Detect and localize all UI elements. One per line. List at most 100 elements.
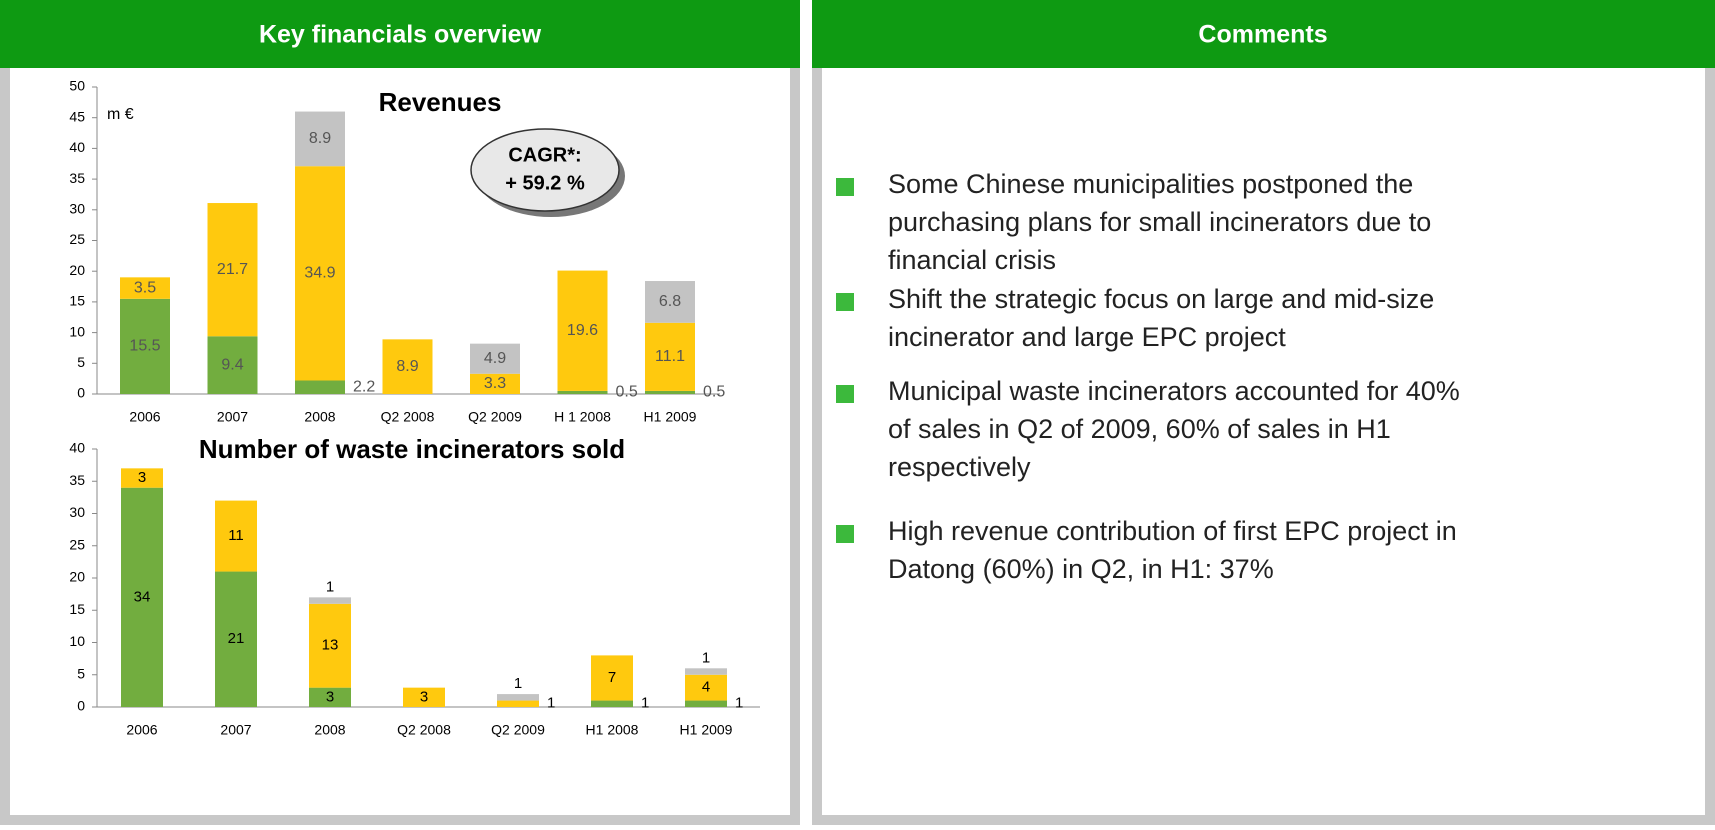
x-tick-label: 2006 xyxy=(126,722,157,738)
data-label: 0.5 xyxy=(616,384,638,401)
bar-segment xyxy=(645,322,695,391)
data-label: 21.7 xyxy=(217,261,248,278)
y-tick-label: 0 xyxy=(77,385,85,401)
bar-segment xyxy=(645,390,695,394)
bar-segment xyxy=(470,343,520,374)
bar-segment xyxy=(591,700,633,707)
bar-segment xyxy=(497,694,539,701)
chart-title: Revenues xyxy=(379,87,502,117)
bar-segment xyxy=(382,339,433,394)
y-tick-label: 35 xyxy=(69,472,85,488)
data-label: 1 xyxy=(547,695,555,712)
chart-title: Number of waste incinerators sold xyxy=(199,434,625,464)
bar-segment xyxy=(309,687,351,707)
comment: Some Chinese municipalities postponed th… xyxy=(888,169,1432,275)
y-tick-label: 30 xyxy=(69,504,85,520)
bullet xyxy=(836,178,854,196)
bar-segment xyxy=(309,597,351,604)
data-label: 21 xyxy=(228,630,245,647)
comment: High revenue contribution of first EPC p… xyxy=(888,516,1457,584)
bar-segment xyxy=(295,166,345,381)
bar-segment xyxy=(207,336,258,394)
comment-box: High revenue contribution of first EPC p… xyxy=(888,516,1457,584)
bar-segment xyxy=(295,380,345,394)
bullet xyxy=(836,385,854,403)
comment: Shift the strategic focus on large and m… xyxy=(888,284,1435,352)
data-label: 1 xyxy=(514,675,522,692)
y-tick-label: 35 xyxy=(69,170,85,186)
data-label: 9.4 xyxy=(221,356,243,373)
y-tick-label: 10 xyxy=(69,323,85,339)
y-tick-label: 45 xyxy=(69,108,85,124)
data-label: 34.9 xyxy=(304,265,335,282)
data-label: 8.9 xyxy=(396,358,418,375)
data-label: 2.2 xyxy=(353,378,375,395)
annotation-bubble xyxy=(470,128,620,212)
data-label: 1 xyxy=(702,649,710,666)
data-label: 3 xyxy=(420,688,428,705)
data-label: 3 xyxy=(326,688,334,705)
data-label: 15.5 xyxy=(129,338,160,355)
x-tick-label: 2008 xyxy=(314,722,345,738)
y-tick-label: 20 xyxy=(69,569,85,585)
x-tick-label: 2007 xyxy=(220,722,251,738)
data-label: 1 xyxy=(735,695,743,712)
data-label: 4.9 xyxy=(484,350,506,367)
y-tick-label: 40 xyxy=(69,139,85,155)
data-label: 11 xyxy=(228,527,244,544)
bar-segment xyxy=(645,281,695,323)
x-tick-label: 2007 xyxy=(217,409,248,425)
x-tick-label: 2006 xyxy=(129,409,160,425)
data-label: 19.6 xyxy=(567,322,598,339)
y-tick-label: 5 xyxy=(77,354,85,370)
data-label: 13 xyxy=(322,637,339,654)
data-label: 1 xyxy=(326,578,334,595)
bar-segment xyxy=(120,277,170,299)
x-tick-label: Q2 2008 xyxy=(381,409,435,425)
panel-title: Key financials overview xyxy=(259,21,542,49)
bar-segment xyxy=(215,571,257,707)
bar-segment xyxy=(121,468,163,488)
comment-box: Municipal waste incinerators accounted f… xyxy=(888,376,1460,482)
data-label: 6.8 xyxy=(659,293,681,310)
comment: Municipal waste incinerators accounted f… xyxy=(888,376,1460,482)
bar-segment xyxy=(685,668,727,675)
bar-segment xyxy=(557,270,608,391)
y-axis-label: m € xyxy=(107,106,134,123)
annotation-text: CAGR*: xyxy=(508,144,581,166)
bar-segment xyxy=(295,111,345,167)
data-label: 8.9 xyxy=(309,130,331,147)
bar-segment xyxy=(557,390,608,394)
comment-box: Some Chinese municipalities postponed th… xyxy=(888,169,1432,275)
data-label: 11.1 xyxy=(655,348,685,365)
bar-segment xyxy=(207,203,258,337)
y-tick-label: 20 xyxy=(69,262,85,278)
y-tick-label: 25 xyxy=(69,536,85,552)
y-tick-label: 0 xyxy=(77,698,85,714)
x-tick-label: H1 2008 xyxy=(586,722,639,738)
data-label: 4 xyxy=(702,679,710,696)
x-tick-label: Q2 2008 xyxy=(397,722,451,738)
x-tick-label: H1 2009 xyxy=(680,722,733,738)
x-tick-label: H1 2009 xyxy=(644,409,697,425)
x-tick-label: H 1 2008 xyxy=(554,409,611,425)
y-tick-label: 15 xyxy=(69,601,85,617)
bar-segment xyxy=(685,700,727,707)
comment-box: Shift the strategic focus on large and m… xyxy=(888,284,1435,352)
bar-segment xyxy=(470,373,520,394)
left-panel-header xyxy=(0,0,800,68)
bar-segment xyxy=(403,687,445,707)
x-tick-label: Q2 2009 xyxy=(491,722,545,738)
data-label: 7 xyxy=(608,669,616,686)
data-label: 3.3 xyxy=(484,375,506,392)
data-label: 0.5 xyxy=(703,384,725,401)
bar-segment xyxy=(121,487,163,707)
x-tick-label: Q2 2009 xyxy=(468,409,522,425)
panel-title: Comments xyxy=(1198,21,1327,49)
bullet xyxy=(836,293,854,311)
y-tick-label: 50 xyxy=(69,78,85,94)
data-label: 1 xyxy=(641,695,649,712)
annotation-text: + 59.2 % xyxy=(505,172,585,194)
